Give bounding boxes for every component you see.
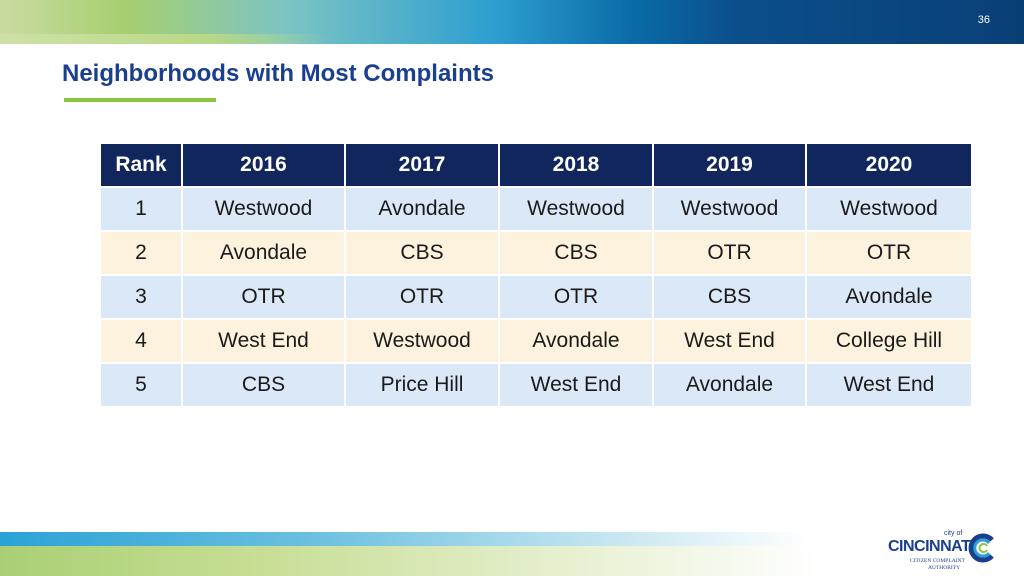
table-row: 1 Westwood Avondale Westwood Westwood We… bbox=[101, 188, 971, 232]
table-cell: Price Hill bbox=[346, 364, 500, 408]
table-cell: 2 bbox=[101, 232, 183, 276]
table-cell: Westwood bbox=[807, 188, 971, 232]
column-header-rank: Rank bbox=[101, 144, 183, 188]
title-underline bbox=[64, 98, 216, 102]
table-cell: OTR bbox=[500, 276, 654, 320]
table-cell: West End bbox=[183, 320, 346, 364]
table-cell: CBS bbox=[654, 276, 807, 320]
table-cell: 1 bbox=[101, 188, 183, 232]
column-header-2018: 2018 bbox=[500, 144, 654, 188]
table-row: 3 OTR OTR OTR CBS Avondale bbox=[101, 276, 971, 320]
logo-name: CINCINNATI bbox=[888, 538, 975, 555]
column-header-2017: 2017 bbox=[346, 144, 500, 188]
bottom-banner bbox=[0, 546, 1024, 576]
table-cell: CBS bbox=[500, 232, 654, 276]
table-cell: 4 bbox=[101, 320, 183, 364]
logo-subtitle-line2: AUTHORITY bbox=[928, 565, 961, 571]
table-cell: CBS bbox=[346, 232, 500, 276]
table-cell: West End bbox=[654, 320, 807, 364]
table-cell: CBS bbox=[183, 364, 346, 408]
table-row: 2 Avondale CBS CBS OTR OTR bbox=[101, 232, 971, 276]
top-banner-accent bbox=[0, 34, 330, 44]
page-number: 36 bbox=[977, 14, 990, 26]
table-header-row: Rank 2016 2017 2018 2019 2020 bbox=[101, 144, 971, 188]
table-cell: Westwood bbox=[654, 188, 807, 232]
column-header-2019: 2019 bbox=[654, 144, 807, 188]
table-cell: Avondale bbox=[500, 320, 654, 364]
column-header-2020: 2020 bbox=[807, 144, 971, 188]
table-cell: OTR bbox=[183, 276, 346, 320]
table-row: 4 West End Westwood Avondale West End Co… bbox=[101, 320, 971, 364]
table-cell: OTR bbox=[346, 276, 500, 320]
table-cell: OTR bbox=[807, 232, 971, 276]
table-cell: Westwood bbox=[183, 188, 346, 232]
table-cell: 5 bbox=[101, 364, 183, 408]
table-cell: College Hill bbox=[807, 320, 971, 364]
column-header-2016: 2016 bbox=[183, 144, 346, 188]
table-cell: OTR bbox=[654, 232, 807, 276]
logo-subtitle-line1: CITIZEN COMPLAINT bbox=[910, 558, 965, 564]
page-title: Neighborhoods with Most Complaints bbox=[62, 60, 494, 87]
bottom-banner-accent bbox=[0, 532, 900, 546]
complaints-table: Rank 2016 2017 2018 2019 2020 1 Westwood… bbox=[101, 144, 971, 408]
table-cell: Avondale bbox=[346, 188, 500, 232]
table-cell: Westwood bbox=[346, 320, 500, 364]
table-cell: Avondale bbox=[183, 232, 346, 276]
table-cell: West End bbox=[500, 364, 654, 408]
cincinnati-citizen-complaint-authority-logo: city of CINCINNATI CITIZEN COMPLAINT AUT… bbox=[888, 528, 1000, 574]
table-cell: West End bbox=[807, 364, 971, 408]
table-row: 5 CBS Price Hill West End Avondale West … bbox=[101, 364, 971, 408]
complaints-table-container: Rank 2016 2017 2018 2019 2020 1 Westwood… bbox=[101, 144, 971, 408]
table-cell: 3 bbox=[101, 276, 183, 320]
c-logo-icon bbox=[968, 533, 994, 563]
logo-city-of: city of bbox=[944, 530, 963, 537]
table-cell: Westwood bbox=[500, 188, 654, 232]
table-cell: Avondale bbox=[807, 276, 971, 320]
table-cell: Avondale bbox=[654, 364, 807, 408]
